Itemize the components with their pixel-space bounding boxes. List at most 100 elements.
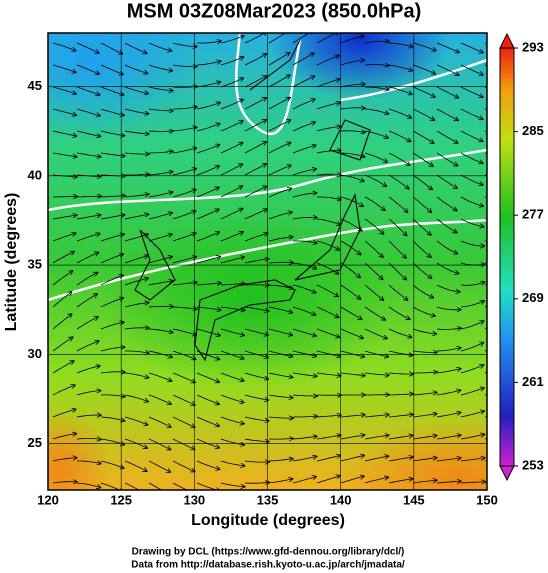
streamline	[268, 237, 293, 242]
streamline	[292, 241, 317, 243]
streamline	[220, 306, 245, 310]
streamline	[76, 366, 100, 374]
streamline	[412, 108, 434, 120]
streamline	[412, 174, 432, 189]
streamline	[268, 165, 291, 176]
streamline	[196, 460, 220, 469]
streamline	[388, 414, 413, 418]
streamline	[196, 350, 220, 359]
streamline	[148, 328, 173, 333]
streamline	[220, 257, 244, 264]
streamline	[76, 439, 101, 440]
colorbar-tick-label: 285	[522, 123, 544, 138]
streamline	[220, 100, 243, 110]
streamline	[268, 350, 292, 357]
streamline	[436, 348, 461, 352]
streamline	[460, 411, 484, 418]
streamline	[100, 275, 123, 286]
streamline	[148, 416, 171, 427]
streamline	[124, 438, 147, 448]
streamline	[196, 306, 221, 310]
streamline	[364, 152, 387, 162]
streamline	[268, 306, 292, 313]
streamline	[100, 460, 124, 468]
streamline	[148, 172, 173, 176]
streamline	[460, 434, 485, 440]
streamline	[244, 33, 266, 44]
streamline	[412, 240, 431, 257]
streamline	[76, 42, 99, 53]
streamline	[460, 388, 484, 396]
streamline	[148, 42, 172, 51]
streamline	[148, 234, 172, 242]
streamline	[124, 214, 149, 220]
streamline	[268, 262, 293, 263]
y-tick-label: 35	[28, 257, 42, 272]
streamline	[76, 108, 100, 116]
streamline	[460, 64, 483, 75]
streamline	[436, 458, 461, 462]
streamline	[388, 457, 413, 462]
streamline	[340, 415, 365, 417]
streamline	[220, 143, 243, 154]
streamline	[244, 416, 269, 421]
streamline	[244, 306, 269, 311]
streamline	[340, 240, 361, 255]
streamline	[172, 307, 197, 309]
streamline	[172, 460, 195, 472]
streamline	[268, 53, 290, 66]
streamline	[100, 254, 123, 264]
streamline	[460, 301, 484, 308]
streamline	[412, 480, 437, 484]
streamline	[460, 365, 484, 374]
streamline	[76, 294, 97, 308]
streamline	[244, 209, 267, 220]
streamline	[244, 54, 266, 66]
streamline	[364, 262, 383, 279]
streamline	[316, 415, 341, 417]
streamline	[316, 240, 339, 250]
streamline	[76, 391, 101, 396]
streamline	[364, 218, 384, 234]
x-tick-label: 125	[110, 492, 132, 507]
streamline	[292, 306, 316, 315]
streamline	[340, 435, 365, 440]
streamline	[436, 174, 457, 188]
streamline	[388, 42, 413, 47]
streamline	[340, 131, 365, 133]
colorbar-tick-label: 253	[522, 457, 544, 472]
streamline	[76, 253, 99, 264]
streamline	[460, 482, 485, 483]
streamline	[316, 284, 338, 296]
streamline	[316, 56, 339, 66]
streamline	[388, 284, 408, 300]
streamline	[412, 196, 431, 212]
streamline	[292, 372, 317, 376]
streamline	[436, 86, 458, 98]
streamline	[388, 350, 413, 355]
colorbar-tick-label: 293	[522, 39, 544, 54]
streamline	[268, 439, 293, 440]
streamline	[316, 262, 338, 274]
streamline	[125, 174, 149, 175]
streamline	[172, 328, 196, 335]
streamline	[364, 372, 389, 375]
streamline	[436, 435, 461, 440]
streamline	[484, 482, 487, 484]
streamline	[124, 372, 149, 378]
streamline	[316, 306, 339, 317]
streamline	[340, 108, 365, 109]
streamline	[340, 152, 365, 157]
streamline	[77, 461, 101, 464]
streamline	[172, 107, 197, 109]
streamline	[460, 240, 484, 246]
streamline	[100, 42, 122, 54]
streamline	[148, 109, 173, 111]
streamline	[412, 42, 436, 51]
streamline	[412, 392, 437, 396]
streamline	[244, 164, 266, 176]
x-tick-label: 140	[330, 492, 352, 507]
streamline	[436, 240, 457, 254]
streamline	[388, 218, 407, 235]
streamline	[52, 482, 77, 483]
